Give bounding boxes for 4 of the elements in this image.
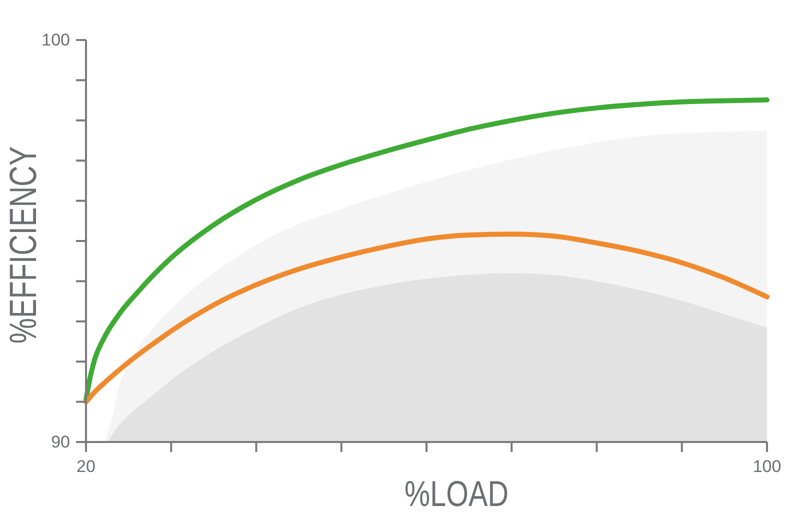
x-axis-title: %LOAD bbox=[404, 472, 508, 514]
x-tick-label: 20 bbox=[76, 457, 96, 476]
y-tick-label: 90 bbox=[51, 432, 70, 452]
y-axis-title: %EFFICIENCY bbox=[2, 146, 46, 344]
